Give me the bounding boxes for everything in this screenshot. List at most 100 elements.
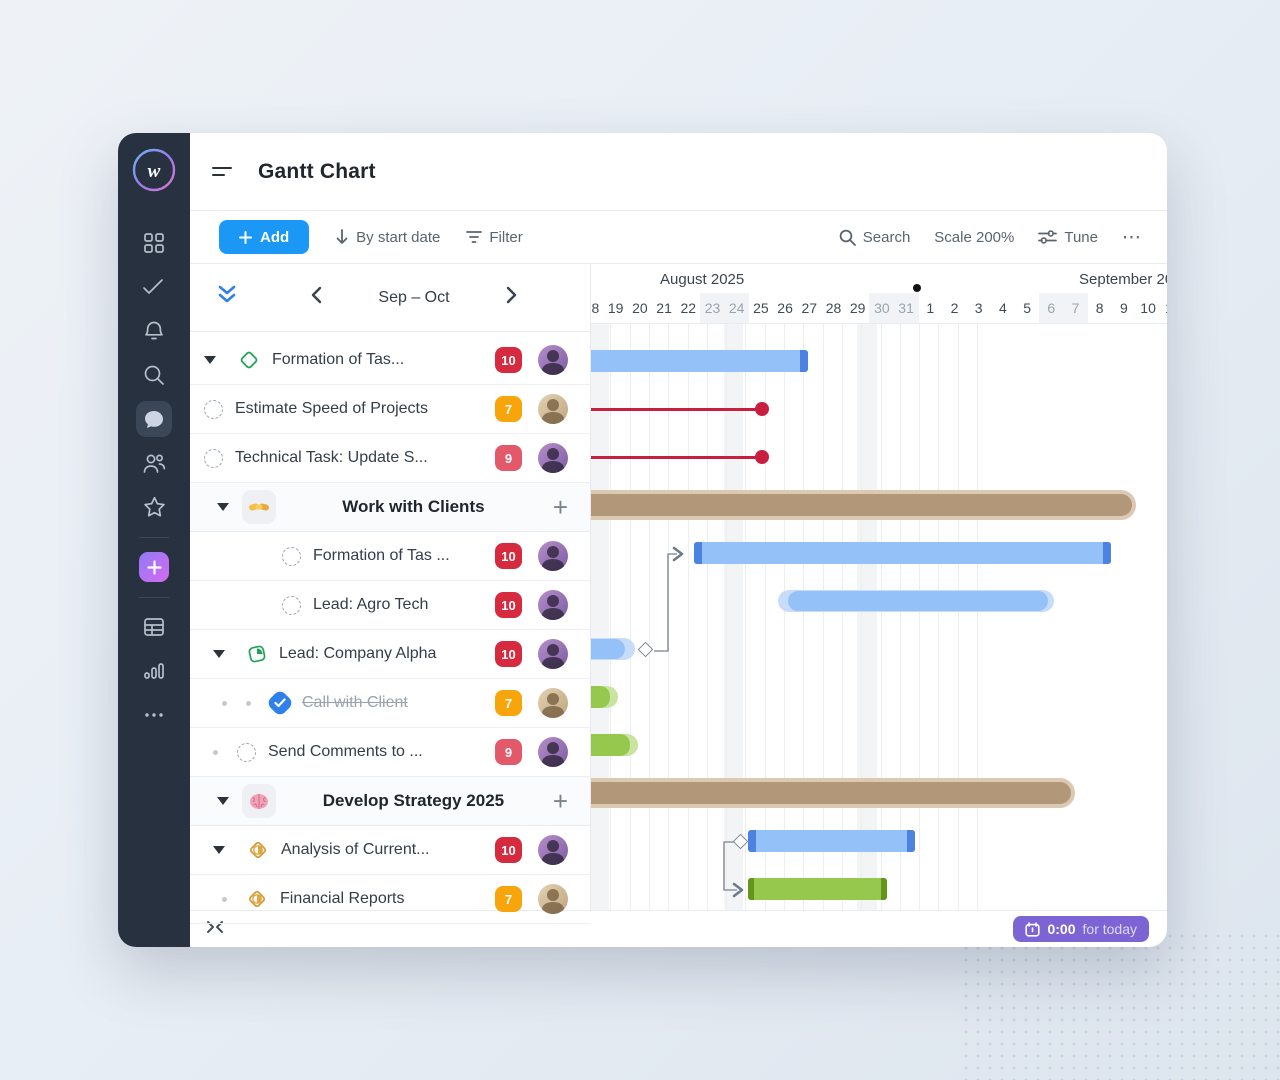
task-row[interactable]: Analysis of Current... 10 — [190, 826, 590, 875]
dependency-diamond[interactable] — [637, 641, 654, 658]
task-status-icon[interactable] — [204, 448, 223, 468]
gantt-bar-blue-soft[interactable] — [778, 590, 1054, 612]
task-title[interactable]: Financial Reports — [280, 890, 405, 907]
task-row[interactable]: Estimate Speed of Projects 7 — [190, 385, 590, 434]
day-cell-aug-19[interactable]: 19 — [607, 300, 624, 316]
assignee-avatar[interactable] — [538, 590, 568, 620]
day-cell-aug-20[interactable]: 20 — [632, 300, 648, 316]
overdue-line[interactable] — [591, 407, 762, 411]
app-logo[interactable]: w — [131, 147, 177, 193]
gantt-bar-brown[interactable] — [591, 490, 1136, 520]
filter-button[interactable]: Filter — [466, 229, 523, 246]
task-row[interactable]: Call with Client 7 — [190, 679, 590, 728]
sidebar-item-search[interactable] — [118, 353, 190, 397]
task-row[interactable]: Formation of Tas ... 10 — [190, 532, 590, 581]
project-group-row[interactable]: Work with Clients + — [190, 483, 590, 532]
gantt-bar-blue[interactable] — [748, 830, 915, 852]
task-status-icon[interactable] — [282, 546, 301, 566]
day-cell-sep-11[interactable]: 11 — [1160, 293, 1167, 323]
assignee-avatar[interactable] — [538, 835, 568, 865]
task-title[interactable]: Technical Task: Update S... — [235, 449, 428, 466]
task-title[interactable]: Send Comments to ... — [268, 743, 423, 760]
day-cell-sep-3[interactable]: 3 — [974, 300, 983, 316]
day-cell-aug-30[interactable]: 30 — [869, 293, 895, 323]
gantt-bar-green[interactable] — [748, 878, 887, 900]
assignee-avatar[interactable] — [538, 345, 568, 375]
sidebar-item-apps[interactable] — [118, 221, 190, 265]
day-cell-aug-18[interactable]: 18 — [591, 300, 600, 316]
day-cell-sep-7[interactable]: 7 — [1063, 293, 1088, 323]
task-row[interactable]: Formation of Tas... 10 — [190, 336, 590, 385]
sidebar-item-star[interactable] — [118, 485, 190, 529]
project-group-row[interactable]: Develop Strategy 2025 + — [190, 777, 590, 826]
add-task-to-group-button[interactable]: + — [552, 492, 568, 522]
day-cell-aug-24[interactable]: 24 — [724, 293, 750, 323]
task-title[interactable]: Analysis of Current... — [281, 841, 430, 858]
gantt-bar-blue[interactable] — [591, 350, 808, 372]
task-row[interactable]: Technical Task: Update S... 9 — [190, 434, 590, 483]
day-cell-aug-28[interactable]: 28 — [825, 300, 842, 316]
collapse-caret[interactable] — [217, 797, 229, 805]
add-task-to-group-button[interactable]: + — [552, 786, 568, 816]
tune-button[interactable]: Tune — [1038, 229, 1098, 246]
assignee-avatar[interactable] — [538, 394, 568, 424]
task-row[interactable]: Lead: Agro Tech 10 — [190, 581, 590, 630]
task-title[interactable]: Lead: Company Alpha — [279, 645, 437, 662]
sidebar-item-bar-chart[interactable] — [118, 649, 190, 693]
assignee-avatar[interactable] — [538, 541, 568, 571]
sidebar-item-table[interactable] — [118, 605, 190, 649]
day-cell-sep-5[interactable]: 5 — [1023, 300, 1031, 316]
sidebar-item-tasks-check[interactable] — [118, 265, 190, 309]
search-button[interactable]: Search — [839, 229, 910, 246]
gantt-bar-blue[interactable] — [694, 542, 1111, 564]
collapse-caret[interactable] — [217, 503, 229, 511]
date-range-label[interactable]: Sep – Oct — [378, 288, 450, 306]
completed-check-icon[interactable] — [265, 688, 295, 718]
task-title[interactable]: Call with Client — [302, 694, 408, 711]
gantt-bar-blue-pill[interactable] — [591, 638, 635, 660]
assignee-avatar[interactable] — [538, 737, 568, 767]
task-status-icon[interactable] — [282, 595, 301, 615]
day-cell-aug-23[interactable]: 23 — [700, 293, 725, 323]
sidebar-item-add-plus[interactable] — [118, 545, 190, 589]
day-cell-aug-26[interactable]: 26 — [777, 300, 793, 316]
day-cell-aug-25[interactable]: 25 — [753, 300, 769, 316]
day-cell-aug-22[interactable]: 22 — [680, 300, 697, 316]
overdue-dot[interactable] — [755, 402, 769, 416]
expand-all-icon[interactable] — [216, 285, 238, 310]
more-menu-button[interactable]: ⋯ — [1122, 226, 1143, 248]
assignee-avatar[interactable] — [538, 443, 568, 473]
overdue-line[interactable] — [591, 455, 762, 459]
sidebar-item-people[interactable] — [118, 441, 190, 485]
sort-by-start-date[interactable]: By start date — [335, 229, 440, 246]
prev-range-button[interactable] — [311, 286, 322, 309]
overdue-dot[interactable] — [755, 450, 769, 464]
scale-control[interactable]: Scale 200% — [934, 228, 1015, 246]
day-cell-sep-4[interactable]: 4 — [998, 300, 1007, 316]
day-cell-aug-27[interactable]: 27 — [801, 300, 818, 316]
day-cell-sep-2[interactable]: 2 — [950, 300, 959, 316]
day-cell-sep-8[interactable]: 8 — [1095, 300, 1104, 316]
day-cell-aug-29[interactable]: 29 — [849, 300, 866, 316]
sidebar-item-notifications-bell[interactable] — [118, 309, 190, 353]
task-status-icon[interactable] — [204, 399, 223, 419]
task-title[interactable]: Formation of Tas ... — [313, 547, 450, 564]
gantt-bar-green-pill[interactable] — [591, 686, 618, 708]
task-row[interactable]: Send Comments to ... 9 — [190, 728, 590, 777]
task-title[interactable]: Lead: Agro Tech — [313, 596, 429, 613]
task-row[interactable]: Financial Reports 7 — [190, 875, 590, 924]
collapse-caret[interactable] — [213, 846, 225, 854]
timer-badge[interactable]: 0:00 for today — [1013, 916, 1149, 942]
day-cell-sep-10[interactable]: 10 — [1140, 300, 1156, 316]
task-status-icon[interactable] — [237, 742, 256, 762]
assignee-avatar[interactable] — [538, 688, 568, 718]
gantt-bar-brown[interactable] — [591, 778, 1075, 808]
day-cell-sep-6[interactable]: 6 — [1038, 293, 1064, 323]
add-button[interactable]: Add — [219, 220, 310, 254]
sidebar-item-chat[interactable] — [118, 397, 190, 441]
task-title[interactable]: Estimate Speed of Projects — [235, 400, 428, 417]
collapse-caret[interactable] — [204, 356, 216, 364]
sidebar-item-more-dots[interactable] — [118, 693, 190, 737]
task-row[interactable]: Lead: Company Alpha 10 — [190, 630, 590, 679]
day-cell-sep-1[interactable]: 1 — [926, 300, 935, 316]
